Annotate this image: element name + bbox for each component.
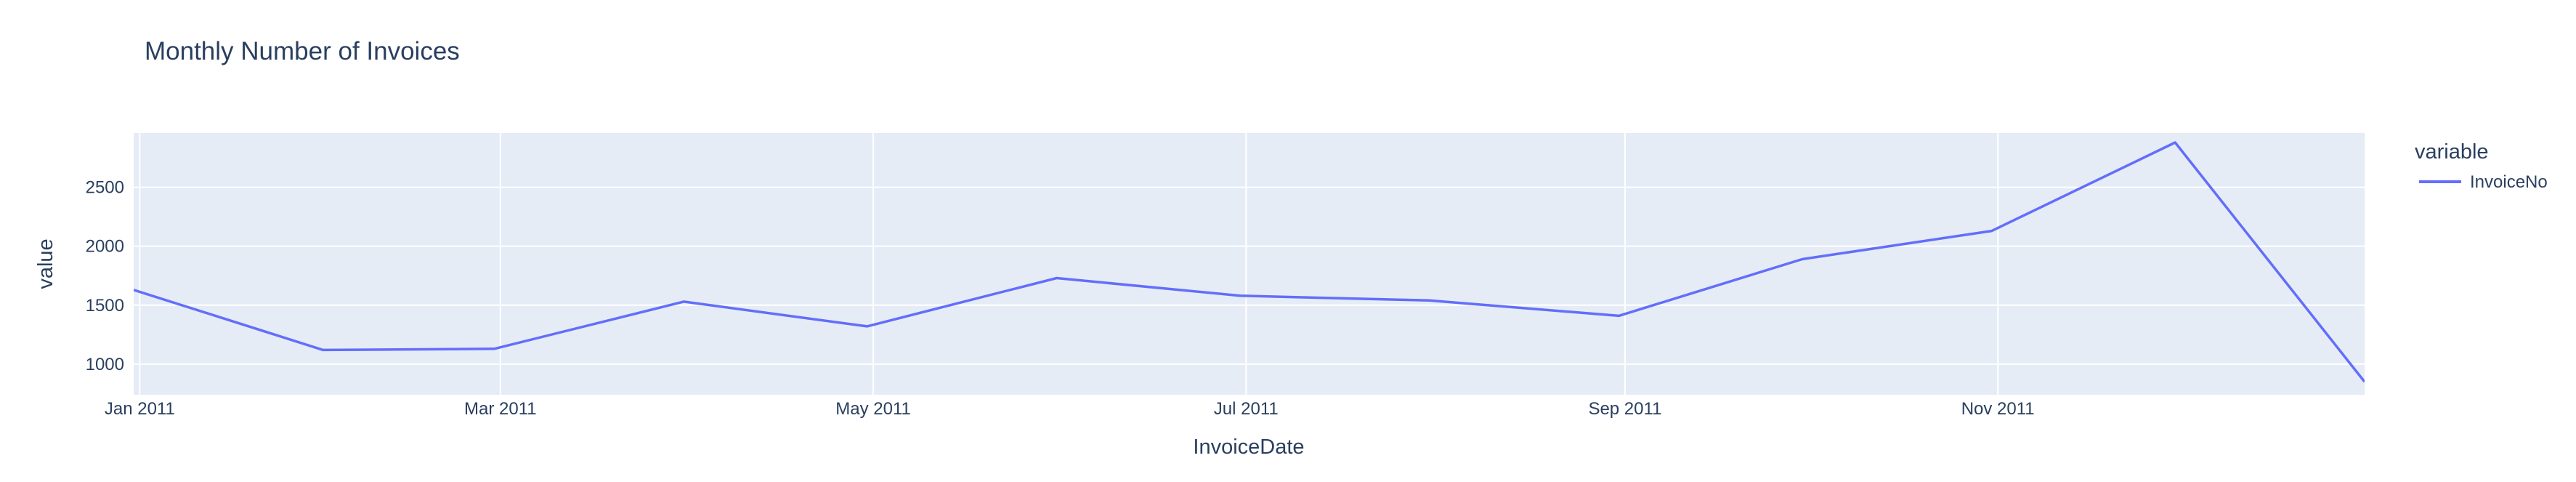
legend-items[interactable]: InvoiceNo <box>2419 172 2548 192</box>
y-tick-label: 1500 <box>86 296 124 316</box>
y-axis-label: value <box>34 238 57 289</box>
x-tick-label: Sep 2011 <box>1588 399 1661 419</box>
legend-item-label[interactable]: InvoiceNo <box>2470 172 2548 192</box>
x-axis-label: InvoiceDate <box>1193 435 1304 459</box>
tick-labels: Jan 2011 Mar 2011 May 2011 Jul 2011 Sep 2011… <box>86 178 2035 419</box>
x-tick-label: May 2011 <box>835 399 911 419</box>
x-tick-label: Jul 2011 <box>1214 399 1279 419</box>
grid-lines <box>134 133 2365 395</box>
y-tick-label: 2000 <box>86 237 124 257</box>
x-tick-label: Mar 2011 <box>464 399 537 419</box>
chart-title: Monthly Number of Invoices <box>145 37 460 65</box>
series-line-invoiceno[interactable] <box>134 141 2365 383</box>
plot-background <box>134 133 2365 395</box>
x-tick-label: Nov 2011 <box>1961 399 2035 419</box>
series-lines[interactable] <box>134 141 2365 383</box>
y-tick-label: 1000 <box>86 355 124 374</box>
legend-title: variable <box>2415 140 2489 164</box>
x-tick-label: Jan 2011 <box>105 399 175 419</box>
y-tick-label: 2500 <box>86 178 124 198</box>
legend[interactable]: variable InvoiceNo <box>2415 140 2548 192</box>
